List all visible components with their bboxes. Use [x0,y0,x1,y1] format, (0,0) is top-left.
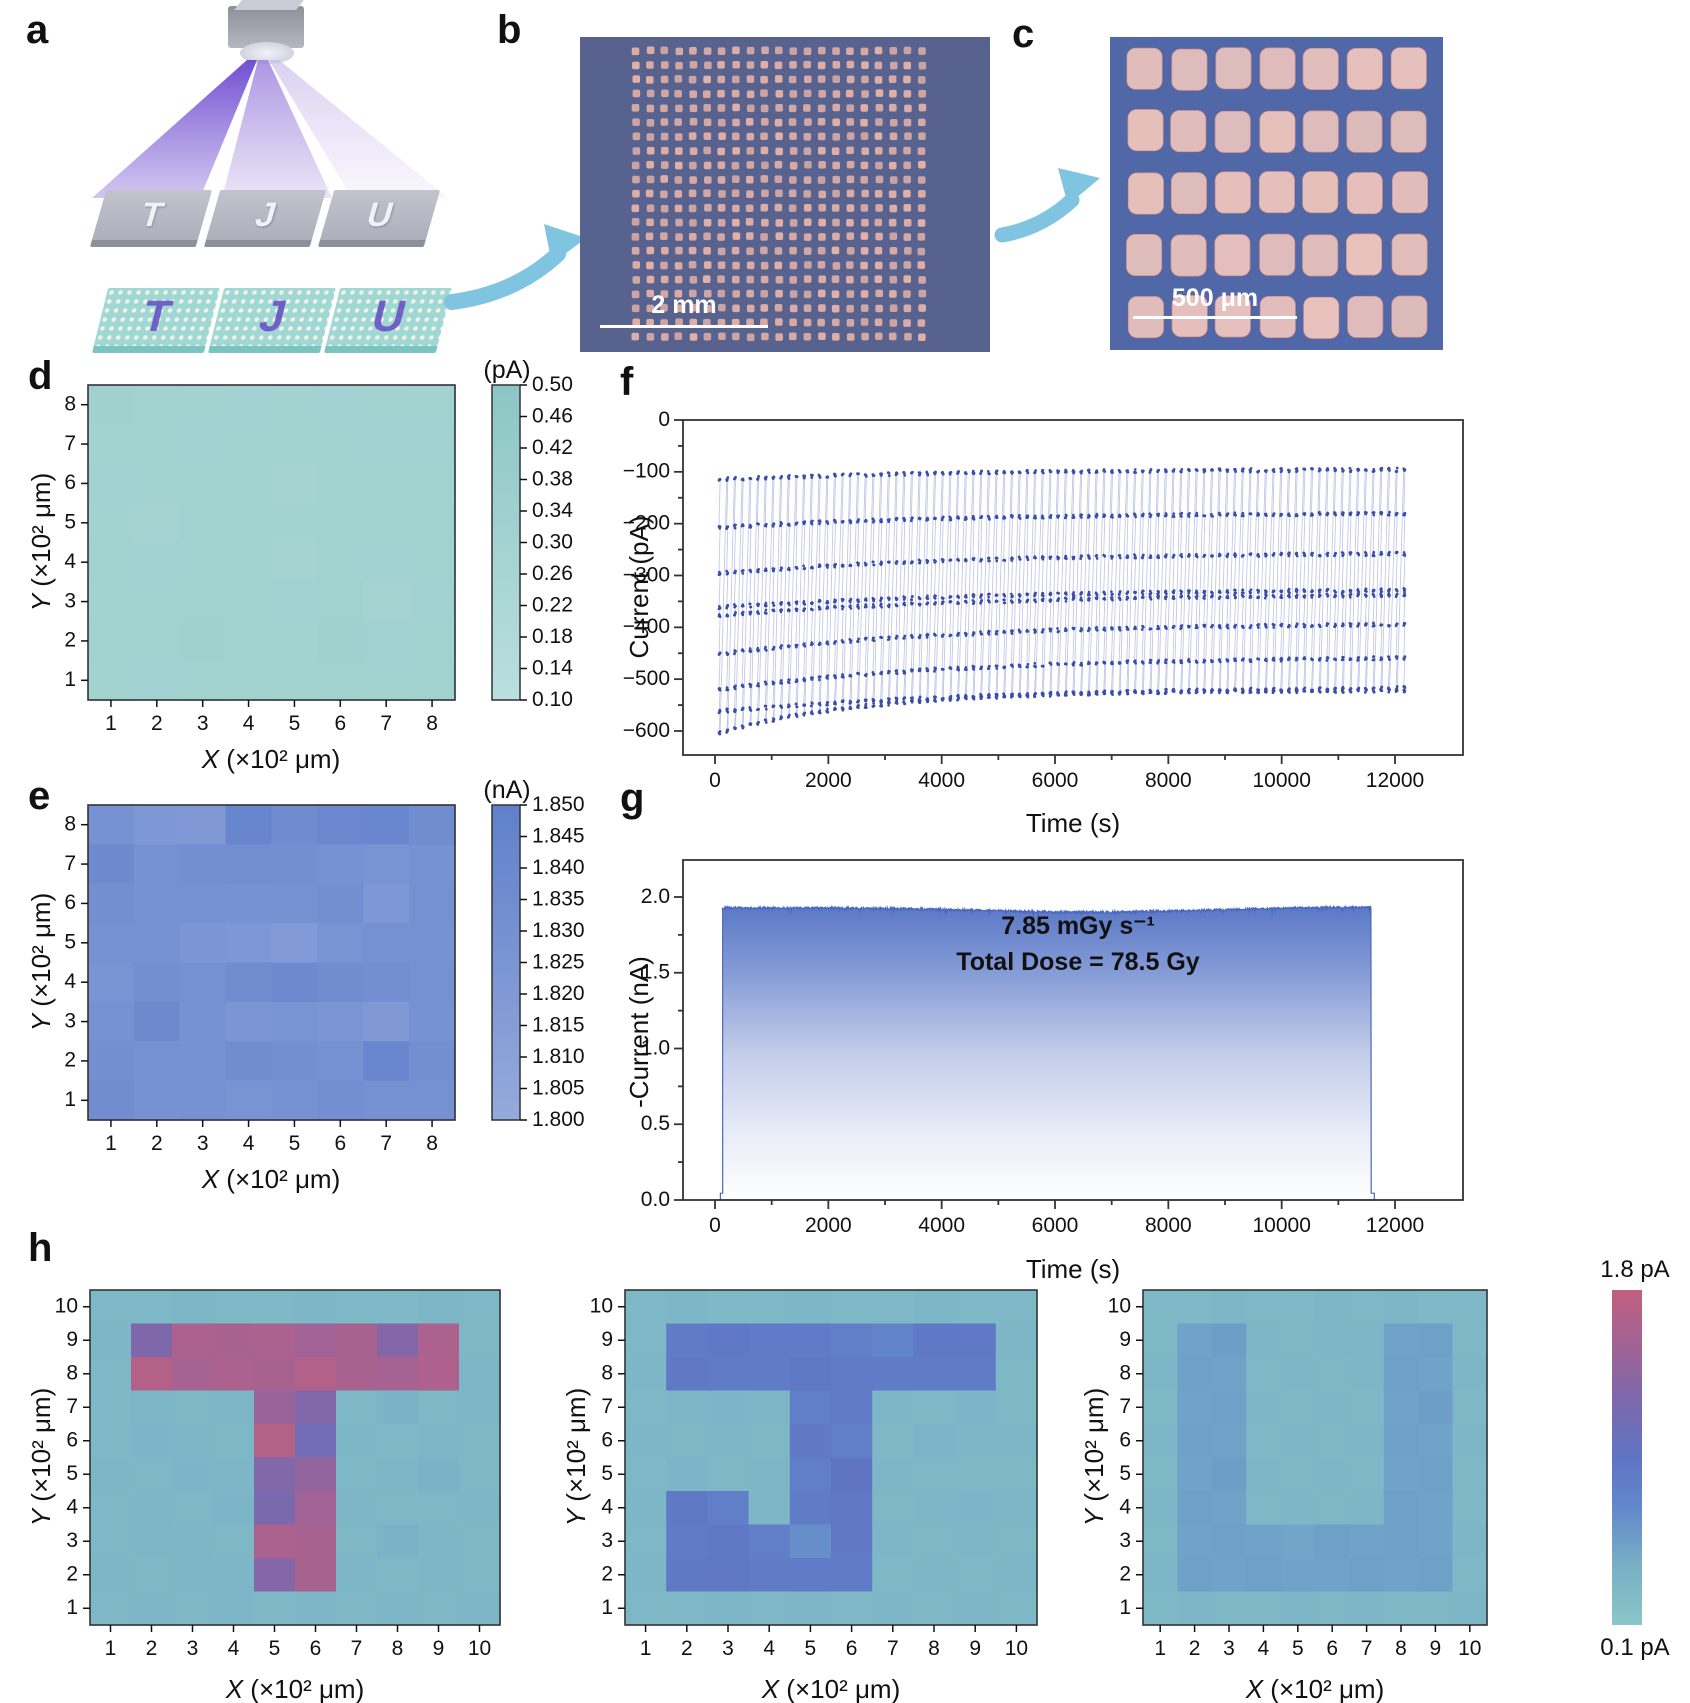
micrograph-array-zoom [1110,37,1443,350]
letter-maps-colorbar [1612,1290,1642,1625]
panel-g: g 7.85 mGy s⁻¹ Total Dose = 78.5 Gy -Cur… [608,770,1508,1290]
xaxis-title-e: X (×10² μm) [201,1164,341,1194]
panel-letter-b: b [497,8,522,52]
panel-h2: X (×10² μm) Y (×10² μm) [535,1226,1080,1703]
yaxis-title-g: -Current (nA) [624,956,654,1108]
yaxis-title-h3: Y (×10² μm) [1079,1387,1109,1527]
yaxis-title-h2: Y (×10² μm) [561,1387,591,1527]
panel-f: f Current (pA) Time (s) [608,350,1508,842]
panel-h3: X (×10² μm) Y (×10² μm) [1053,1226,1523,1703]
yaxis-title-e: Y (×10² μm) [26,892,56,1032]
detector-board-J: J [207,288,337,353]
yaxis-title-d: Y (×10² μm) [26,472,56,612]
yaxis-title-f: Current (pA) [624,515,654,659]
uv-beams [92,60,448,198]
mask-letter-T: T [136,195,168,234]
beam-left [92,60,257,198]
uv-lamp-lens [240,42,294,64]
colorbar-unit-d: (pA) [483,356,531,384]
xaxis-title-h1: X (×10² μm) [225,1674,365,1703]
scalebar-label-c: 500 μm [1171,284,1259,312]
detector-board-U: U [323,288,453,353]
mask-letter-J: J [251,195,282,234]
colorbar-unit-e: (nA) [483,776,531,804]
detector-board-T: T [91,288,221,353]
panel-d: d (pA) X (×10² μm) Y (×10² μm) [20,352,630,784]
heatmap-canvas-dark-current [20,352,630,784]
colorbar-min-label: 0.1 pA [1600,1634,1670,1661]
panel-letter-c: c [1012,12,1035,56]
yaxis-title-h1: Y (×10² μm) [26,1387,56,1527]
mask-plate-T: T [89,190,213,247]
mask-letter-U: U [362,195,398,234]
mask-plate-J: J [203,190,327,247]
uv-lamp-body [228,6,304,48]
dose-rate-text: 7.85 mGy s⁻¹ [1001,912,1155,940]
panel-letter-a: a [26,8,49,52]
dose-area-plot [608,770,1508,1290]
colorbar-max-label: 1.8 pA [1600,1256,1670,1283]
board-letter-T: T [137,292,177,341]
xaxis-title-h3: X (×10² μm) [1245,1674,1385,1703]
total-dose-text: Total Dose = 78.5 Gy [956,948,1200,977]
xaxis-title-d: X (×10² μm) [201,744,341,774]
scalebar-c [1133,316,1297,319]
heatmap-canvas-letter-T [20,1226,565,1703]
scalebar-b [600,325,768,328]
current-time-plot [608,350,1508,842]
board-letter-U: U [366,292,411,341]
heatmap-canvas-photo-current [20,772,630,1204]
mask-plate-U: U [317,190,441,247]
panel-a: a T J U T [0,0,505,360]
beam-right [269,60,448,198]
panel-e: e (nA) X (×10² μm) Y (×10² μm) [20,772,630,1204]
board-letter-J: J [254,292,292,341]
heatmap-canvas-letter-U [1053,1226,1523,1703]
micrograph-array-overview [580,37,990,352]
beam-middle [222,60,332,198]
heatmap-canvas-letter-J [535,1226,1080,1703]
dose-annotation: 7.85 mGy s⁻¹ Total Dose = 78.5 Gy [898,908,1258,981]
panel-h1: h X (×10² μm) Y (×10² μm) [20,1226,565,1703]
panel-c: c 500 μm [1012,0,1482,360]
panel-b: b 2 mm [497,0,1012,360]
scalebar-label-b: 2 mm [651,291,717,319]
panel-h-colorbar: 1.8 pA 0.1 pA [1580,1226,1690,1703]
xaxis-title-h2: X (×10² μm) [761,1674,901,1703]
